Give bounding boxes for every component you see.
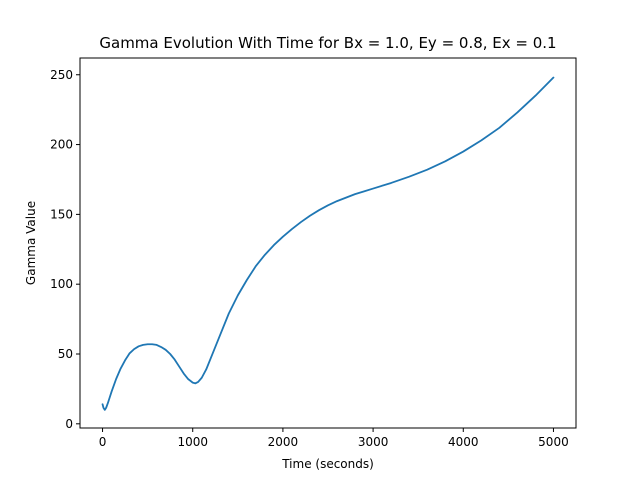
y-tick-label: 0 [65, 417, 73, 431]
plot-area [79, 57, 577, 429]
x-axis-label: Time (seconds) [281, 457, 374, 471]
x-axis: 0 1000 2000 3000 4000 5000 [99, 428, 569, 449]
y-tick-label: 50 [58, 347, 73, 361]
x-tick-label: 0 [99, 435, 107, 449]
x-tick-label: 2000 [268, 435, 299, 449]
y-tick-label: 200 [50, 138, 73, 152]
y-tick-label: 150 [50, 207, 73, 221]
chart-title: Gamma Evolution With Time for Bx = 1.0, … [99, 34, 556, 52]
y-axis: 0 50 100 150 200 250 [50, 68, 80, 431]
x-tick-label: 3000 [358, 435, 389, 449]
axes-frame [79, 57, 577, 429]
y-axis-label: Gamma Value [24, 201, 38, 285]
series-line-gamma [101, 76, 555, 411]
x-tick-label: 4000 [448, 435, 479, 449]
x-tick-label: 1000 [177, 435, 208, 449]
y-tick-label: 100 [50, 277, 73, 291]
x-tick-label: 5000 [538, 435, 569, 449]
y-tick-label: 250 [50, 68, 73, 82]
